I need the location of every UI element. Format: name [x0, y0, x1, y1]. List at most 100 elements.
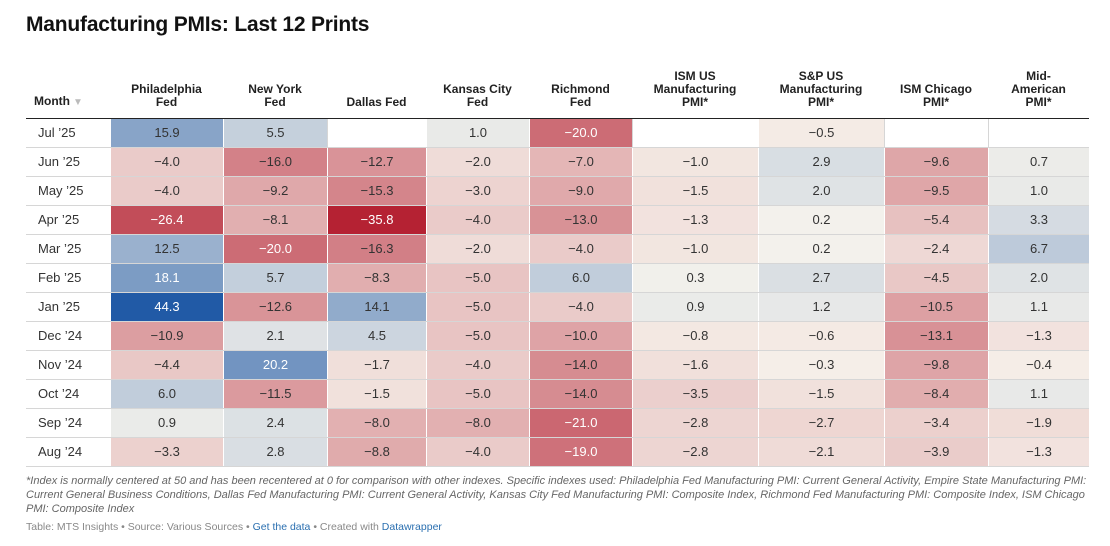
value-cell-ism: 0.9 [632, 293, 758, 321]
value-cell-ny: 2.1 [223, 322, 327, 350]
table-row: Sep ’24 0.9 2.4 −8.0 −8.0 −21.0 −2.8 −2.7 −3.4 −1… [26, 409, 1089, 438]
value-cell-ny: −16.0 [223, 148, 327, 176]
value-cell-chicago: −3.9 [884, 438, 988, 466]
value-cell-richmond: −20.0 [529, 119, 632, 147]
value-cell-midam: −1.3 [988, 438, 1089, 466]
separator: • [243, 521, 253, 533]
column-header-line: Fed [570, 95, 591, 109]
pmi-table: Month ▼ Philadelphia Fed New York Fed Dallas F… [26, 60, 1089, 467]
value-cell-ny: 5.5 [223, 119, 327, 147]
column-header-ny[interactable]: New York Fed [223, 83, 327, 109]
datawrapper-link[interactable]: Datawrapper [382, 521, 442, 533]
month-cell: Apr ’25 [26, 206, 122, 234]
column-header-line: American [1011, 82, 1066, 96]
value-cell-ism: −1.6 [632, 351, 758, 379]
value-cell-chicago: −3.4 [884, 409, 988, 437]
value-cell-kc: −4.0 [426, 438, 529, 466]
column-header-kc[interactable]: Kansas City Fed [426, 83, 529, 109]
value-cell-kc: −5.0 [426, 322, 529, 350]
value-cell-midam: 6.7 [988, 235, 1089, 263]
value-cell-philly: −4.0 [110, 148, 223, 176]
table-row: Oct ’24 6.0 −11.5 −1.5 −5.0 −14.0 −3.5 −1.5 −8.4… [26, 380, 1089, 409]
table-row: Jun ’25 −4.0 −16.0 −12.7 −2.0 −7.0 −1.0 2.9 −9.6… [26, 148, 1089, 177]
value-cell-dallas: −1.5 [327, 380, 426, 408]
value-cell-sp: −0.6 [758, 322, 884, 350]
column-header-chicago[interactable]: ISM Chicago PMI* [884, 83, 988, 109]
table-row: Feb ’25 18.1 5.7 −8.3 −5.0 6.0 0.3 2.7 −4.5 2.0 [26, 264, 1089, 293]
column-header-richmond[interactable]: Richmond Fed [529, 83, 632, 109]
table-credit: Table: MTS Insights [26, 521, 118, 533]
value-cell-kc: −4.0 [426, 206, 529, 234]
value-cell-chicago: −8.4 [884, 380, 988, 408]
column-header-line: Fed [264, 95, 285, 109]
month-header-label: Month [34, 94, 70, 108]
value-cell-sp: 1.2 [758, 293, 884, 321]
column-header-midam[interactable]: Mid- American PMI* [988, 70, 1089, 109]
column-header-dallas[interactable]: Dallas Fed [327, 96, 426, 109]
value-cell-kc: −2.0 [426, 148, 529, 176]
table-row: Nov ’24 −4.4 20.2 −1.7 −4.0 −14.0 −1.6 −0.3 −9.8… [26, 351, 1089, 380]
value-cell-ism: −1.0 [632, 235, 758, 263]
month-cell: Aug ’24 [26, 438, 122, 466]
get-data-link[interactable]: Get the data [253, 521, 311, 533]
month-cell: Jun ’25 [26, 148, 122, 176]
value-cell-chicago: −4.5 [884, 264, 988, 292]
value-cell-ism: 0.3 [632, 264, 758, 292]
value-cell-dallas: −1.7 [327, 351, 426, 379]
table-body: Jul ’25 15.9 5.5 1.0 −20.0 −0.5 Jun ’25 −4.0 −16… [26, 119, 1089, 467]
value-cell-chicago: −10.5 [884, 293, 988, 321]
month-cell: Jan ’25 [26, 293, 122, 321]
value-cell-ism: −2.8 [632, 409, 758, 437]
value-cell-ny: −11.5 [223, 380, 327, 408]
column-header-line: PMI* [808, 95, 834, 109]
value-cell-ism: −1.3 [632, 206, 758, 234]
value-cell-dallas [327, 119, 426, 147]
table-header: Month ▼ Philadelphia Fed New York Fed Dallas F… [26, 60, 1089, 119]
value-cell-philly: −10.9 [110, 322, 223, 350]
value-cell-ny: 5.7 [223, 264, 327, 292]
value-cell-sp: −2.1 [758, 438, 884, 466]
sort-down-icon[interactable]: ▼ [73, 97, 83, 108]
month-cell: Feb ’25 [26, 264, 122, 292]
footnote: *Index is normally centered at 50 and ha… [26, 474, 1096, 516]
source-credit: Source: Various Sources [128, 521, 243, 533]
column-header-ism[interactable]: ISM US Manufacturing PMI* [632, 70, 758, 109]
chart-title: Manufacturing PMIs: Last 12 Prints [26, 13, 369, 37]
value-cell-ism: −1.5 [632, 177, 758, 205]
value-cell-midam: 1.1 [988, 293, 1089, 321]
value-cell-richmond: −19.0 [529, 438, 632, 466]
source-line: Table: MTS Insights • Source: Various So… [26, 521, 442, 533]
separator: • [118, 521, 128, 533]
column-header-line: Kansas City [443, 82, 512, 96]
column-header-sp[interactable]: S&P US Manufacturing PMI* [758, 70, 884, 109]
value-cell-midam: −1.9 [988, 409, 1089, 437]
value-cell-ism: −0.8 [632, 322, 758, 350]
value-cell-richmond: −14.0 [529, 380, 632, 408]
month-header[interactable]: Month ▼ [26, 95, 118, 109]
month-cell: Dec ’24 [26, 322, 122, 350]
column-header-philly[interactable]: Philadelphia Fed [110, 83, 223, 109]
value-cell-ny: 2.4 [223, 409, 327, 437]
value-cell-ny: −9.2 [223, 177, 327, 205]
column-header-line: Philadelphia [131, 82, 202, 96]
value-cell-sp: 2.9 [758, 148, 884, 176]
column-header-line: S&P US [799, 69, 843, 83]
value-cell-philly: −4.4 [110, 351, 223, 379]
value-cell-richmond: −4.0 [529, 293, 632, 321]
table-row: Dec ’24 −10.9 2.1 4.5 −5.0 −10.0 −0.8 −0.6 −13.1… [26, 322, 1089, 351]
column-header-line: Dallas Fed [346, 95, 406, 109]
value-cell-kc: −5.0 [426, 293, 529, 321]
value-cell-dallas: −15.3 [327, 177, 426, 205]
column-header-line: PMI* [923, 95, 949, 109]
created-with-label: Created with [320, 521, 382, 533]
value-cell-ny: −8.1 [223, 206, 327, 234]
value-cell-ism: −2.8 [632, 438, 758, 466]
value-cell-philly: 18.1 [110, 264, 223, 292]
value-cell-richmond: 6.0 [529, 264, 632, 292]
column-header-line: PMI* [682, 95, 708, 109]
value-cell-chicago: −9.8 [884, 351, 988, 379]
value-cell-dallas: −16.3 [327, 235, 426, 263]
value-cell-midam: 3.3 [988, 206, 1089, 234]
value-cell-midam: 1.0 [988, 177, 1089, 205]
value-cell-sp: 2.7 [758, 264, 884, 292]
